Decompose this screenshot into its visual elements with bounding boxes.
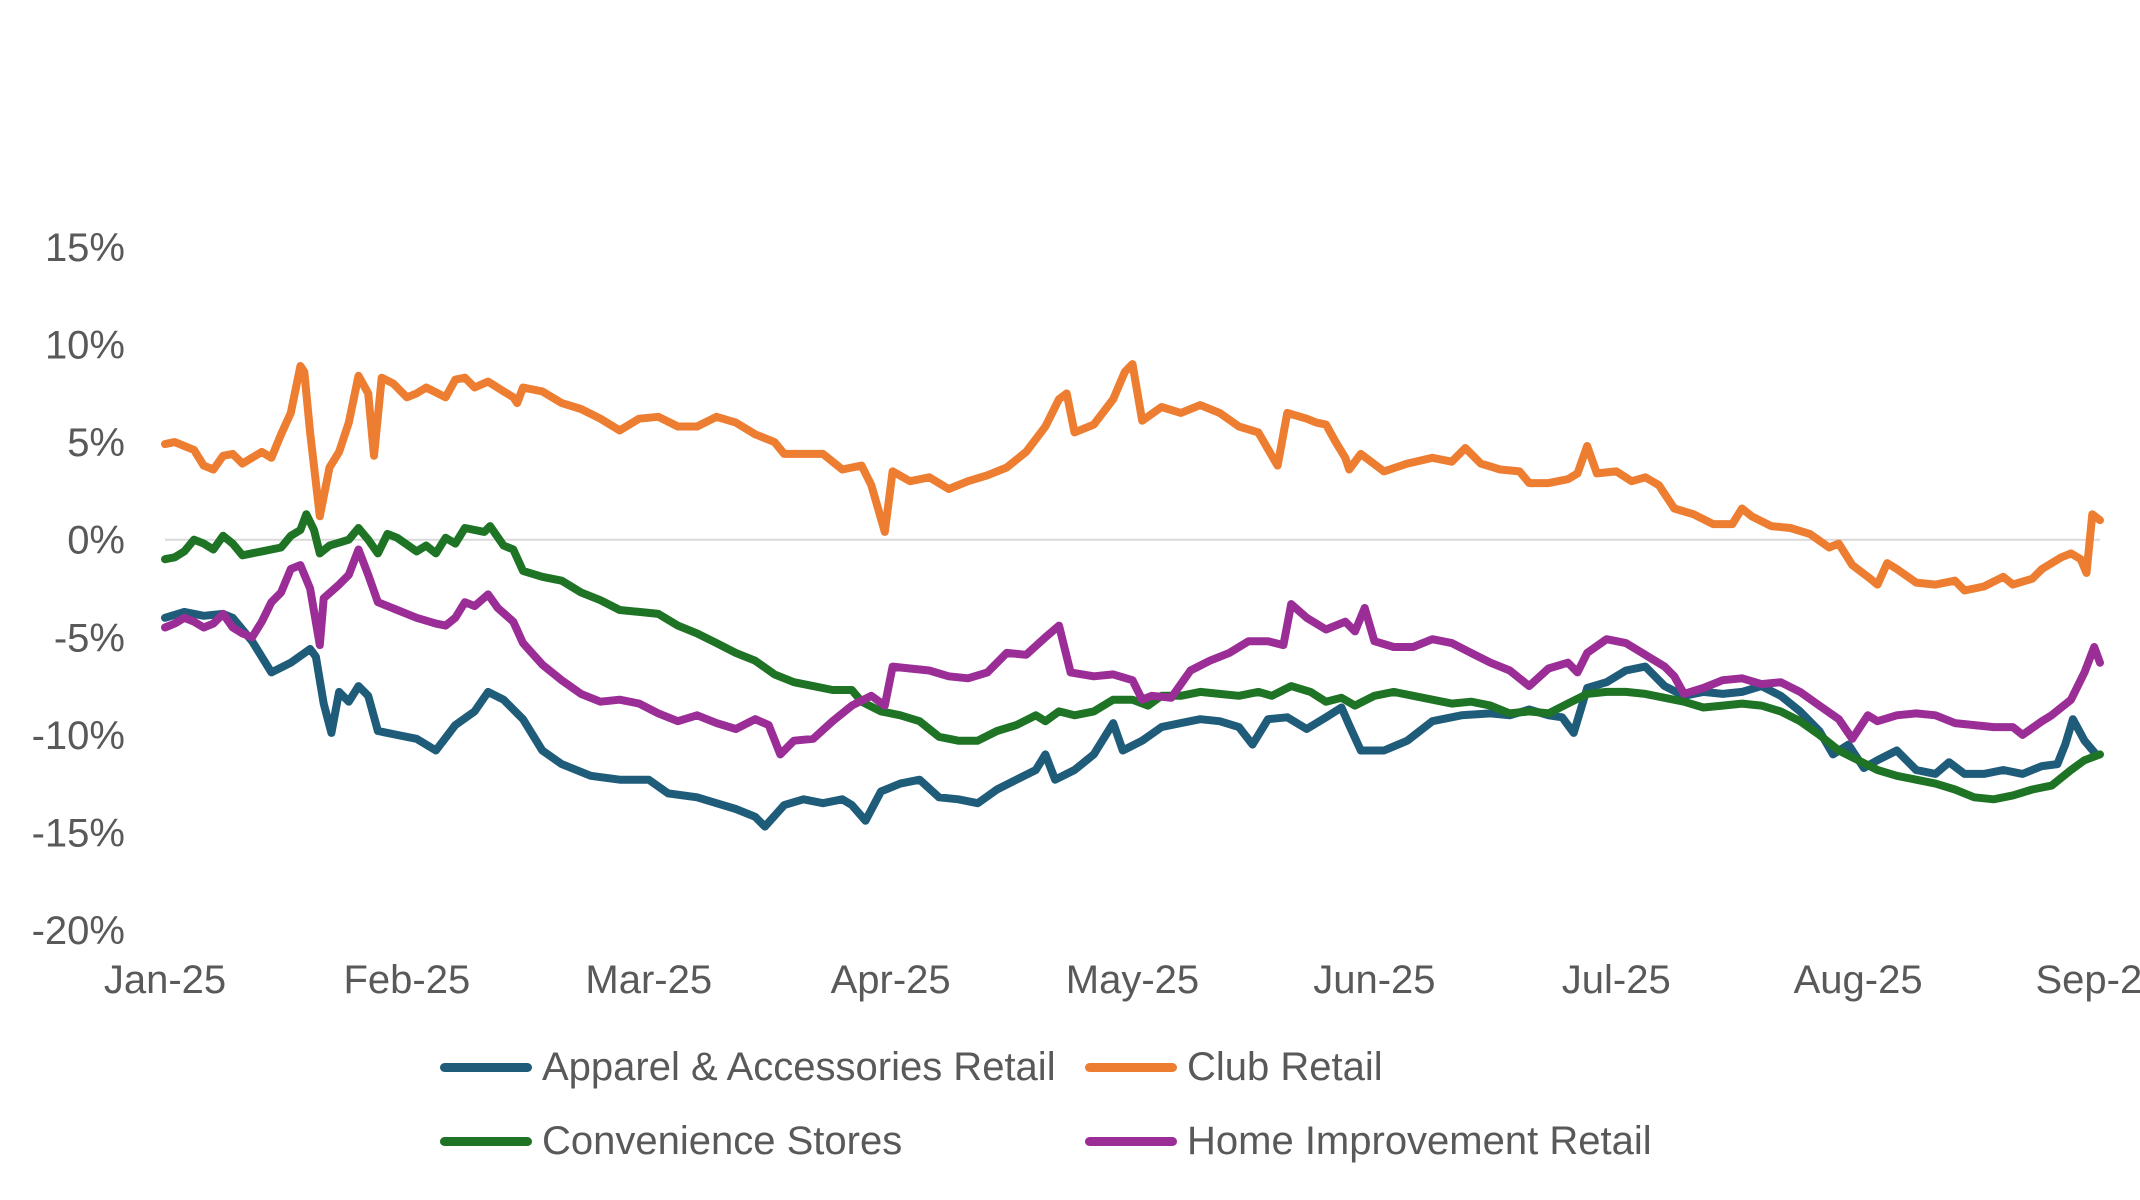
line-chart: 15% 10% 5% 0% -5% -10% -15% -20% Jan-25 Feb-25 Ma… [32,226,2140,1002]
series-lines [161,360,2104,831]
legend-swatch-convenience [440,1136,532,1146]
x-tick-label: Mar-25 [585,958,712,1002]
series-line-club-retail [161,360,2104,595]
series-line-home-improvement-retail [161,545,2104,759]
legend-row-1: Apparel & Accessories Retail Club Retail [440,1030,1740,1104]
x-tick-label: Jan-25 [104,958,226,1002]
legend-swatch-home-improvement [1085,1136,1177,1146]
y-tick-label: 0% [67,519,125,563]
y-tick-label: 5% [67,421,125,465]
y-axis-ticks: 15% 10% 5% 0% -5% -10% -15% -20% [32,226,125,953]
x-tick-label: Sep-25 [2036,958,2140,1002]
series-line-convenience-stores [161,510,2104,804]
x-tick-label: May-25 [1066,958,1199,1002]
legend-item-convenience[interactable]: Convenience Stores [440,1104,902,1178]
x-tick-label: Jun-25 [1313,958,1435,1002]
x-tick-label: Aug-25 [1794,958,1923,1002]
legend-item-home-improvement[interactable]: Home Improvement Retail [1085,1104,1652,1178]
x-tick-label: Apr-25 [831,958,951,1002]
legend-swatch-club [1085,1062,1177,1072]
y-tick-label: 15% [45,226,125,270]
y-tick-label: -5% [54,616,125,660]
x-tick-label: Jul-25 [1562,958,1671,1002]
x-axis-ticks: Jan-25 Feb-25 Mar-25 Apr-25 May-25 Jun-25 Jul-… [104,958,2140,1002]
legend-label-convenience: Convenience Stores [542,1118,903,1163]
x-tick-label: Feb-25 [344,958,471,1002]
legend: Apparel & Accessories Retail Club Retail… [440,1030,1740,1178]
legend-label-apparel: Apparel & Accessories Retail [542,1044,1056,1089]
y-tick-label: 10% [45,324,125,368]
legend-item-club[interactable]: Club Retail [1085,1030,1383,1104]
legend-label-club: Club Retail [1187,1044,1383,1089]
legend-row-2: Convenience Stores Home Improvement Reta… [440,1104,1740,1178]
legend-item-apparel[interactable]: Apparel & Accessories Retail [440,1030,1056,1104]
y-tick-label: -15% [32,811,125,855]
y-tick-label: -20% [32,909,125,953]
legend-swatch-apparel [440,1062,532,1072]
y-tick-label: -10% [32,714,125,758]
series-line-apparel-accessories-retail [161,607,2101,831]
legend-label-home-improvement: Home Improvement Retail [1187,1118,1652,1163]
